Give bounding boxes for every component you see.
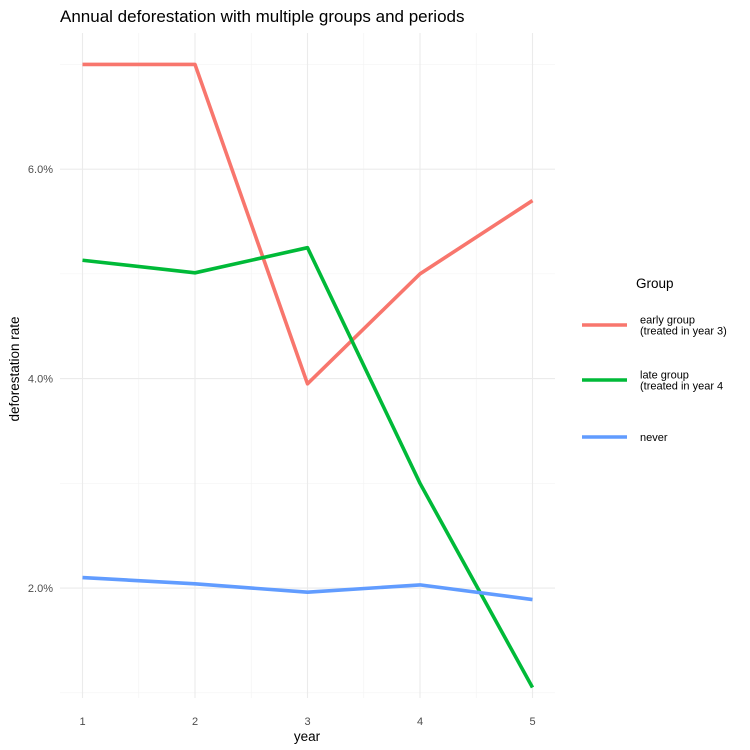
- y-tick-label: 6.0%: [28, 164, 53, 176]
- x-axis-ticks: 1 2 3 4 5: [79, 716, 535, 728]
- legend-label-line: early group: [640, 315, 695, 327]
- series-line-2: [82, 245, 535, 689]
- legend-label-2: late group (treated in year 4: [640, 370, 723, 393]
- y-tick-label: 4.0%: [28, 374, 53, 386]
- legend-label-line: never: [640, 432, 668, 444]
- series-line-3: [82, 575, 533, 602]
- legend-label-line: (treated in year 3): [640, 326, 727, 338]
- legend-label-line: (treated in year 4: [640, 381, 723, 393]
- chart-title: Annual deforestation with multiple group…: [60, 7, 464, 26]
- legend-items: early group (treated in year 3) late group…: [582, 315, 727, 444]
- series-lines: [82, 62, 535, 689]
- y-axis-ticks: 2.0% 4.0% 6.0%: [28, 164, 53, 595]
- x-tick-label: 2: [192, 716, 198, 728]
- legend-label-1: early group (treated in year 3): [640, 315, 727, 338]
- x-tick-label: 4: [417, 716, 423, 728]
- x-tick-label: 1: [79, 716, 85, 728]
- series-line-1: [82, 62, 534, 386]
- legend-label-line: late group: [640, 370, 689, 382]
- x-tick-label: 3: [304, 716, 310, 728]
- y-tick-label: 2.0%: [28, 583, 53, 595]
- grid: [60, 33, 555, 698]
- legend-label-3: never: [640, 432, 668, 444]
- x-axis-title: year: [294, 729, 321, 744]
- x-tick-label: 5: [529, 716, 535, 728]
- legend: Group early group (treated in year 3) late…: [582, 276, 727, 444]
- legend-title: Group: [636, 276, 674, 291]
- y-axis-title: deforestation rate: [7, 316, 22, 421]
